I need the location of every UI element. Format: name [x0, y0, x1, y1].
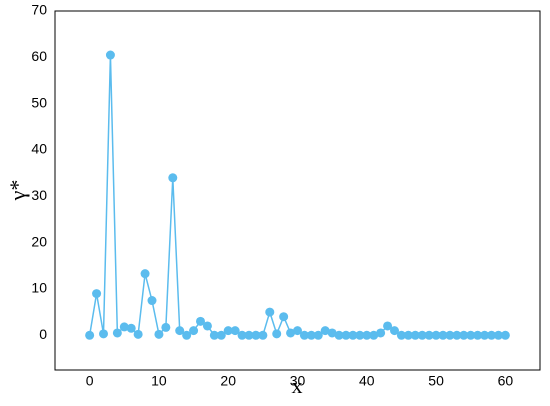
data-point: [161, 322, 171, 332]
series-line: [88, 54, 506, 337]
data-point: [251, 330, 261, 340]
data-point: [445, 330, 455, 340]
y-tick-label: 70: [31, 2, 47, 18]
y-axis-label: γ*: [5, 180, 30, 202]
data-point: [299, 330, 309, 340]
data-point: [168, 173, 178, 183]
data-point: [348, 330, 358, 340]
data-point: [341, 330, 351, 340]
x-tick-label: 30: [290, 373, 306, 389]
y-tick-label: 30: [31, 187, 47, 203]
y-tick-label: 50: [31, 94, 47, 110]
data-point: [258, 330, 268, 340]
data-point: [272, 329, 282, 339]
data-point: [313, 330, 323, 340]
data-point: [480, 330, 490, 340]
data-point: [410, 330, 420, 340]
data-point: [279, 312, 289, 322]
x-tick-label: 60: [498, 373, 514, 389]
data-point: [355, 330, 365, 340]
data-point: [237, 330, 247, 340]
data-point: [216, 330, 226, 340]
data-point: [209, 330, 219, 340]
data-point: [362, 330, 372, 340]
data-point: [85, 330, 95, 340]
data-point: [293, 326, 302, 336]
data-point: [466, 330, 476, 340]
y-tick-label: 0: [39, 326, 47, 342]
data-point: [431, 330, 441, 340]
y-tick-label: 20: [31, 233, 47, 249]
data-point: [133, 329, 143, 339]
x-tick-label: 20: [220, 373, 236, 389]
data-point: [327, 328, 337, 338]
data-point: [175, 326, 185, 336]
data-point: [473, 330, 483, 340]
data-point: [286, 328, 296, 338]
data-point: [223, 326, 233, 336]
x-axis-label: x: [292, 373, 303, 398]
data-point: [438, 330, 448, 340]
data-point: [320, 326, 330, 336]
x-tick-label: 10: [151, 373, 167, 389]
data-point: [126, 323, 136, 333]
data-point: [369, 330, 379, 340]
data-point: [487, 330, 496, 340]
data-point: [459, 330, 469, 340]
data-point: [196, 316, 205, 326]
data-point: [493, 330, 503, 340]
data-point: [140, 269, 150, 279]
data-point: [244, 330, 254, 340]
data-point: [265, 307, 275, 317]
data-point: [112, 328, 122, 338]
data-point: [230, 326, 240, 336]
data-point: [396, 330, 406, 340]
data-point: [99, 329, 108, 339]
y-tick-label: 10: [31, 280, 47, 296]
data-point: [202, 321, 212, 331]
data-point: [147, 296, 157, 306]
data-point: [383, 321, 393, 331]
data-point: [154, 329, 164, 339]
y-tick-label: 60: [31, 48, 47, 64]
data-point: [306, 330, 316, 340]
data-point: [105, 50, 115, 60]
axes-frame: [54, 10, 541, 371]
data-point: [390, 326, 399, 336]
data-point: [424, 330, 434, 340]
data-point: [403, 330, 413, 340]
data-point: [119, 322, 129, 332]
data-point: [189, 326, 199, 336]
data-point: [376, 328, 386, 338]
y-tick-label: 40: [31, 141, 47, 157]
data-point: [500, 330, 510, 340]
x-tick-label: 40: [359, 373, 375, 389]
x-tick-label: 0: [86, 373, 94, 389]
data-point: [92, 289, 102, 299]
data-point: [417, 330, 427, 340]
data-point: [452, 330, 462, 340]
x-tick-label: 50: [428, 373, 444, 389]
data-point: [334, 330, 344, 340]
data-point: [182, 330, 192, 340]
